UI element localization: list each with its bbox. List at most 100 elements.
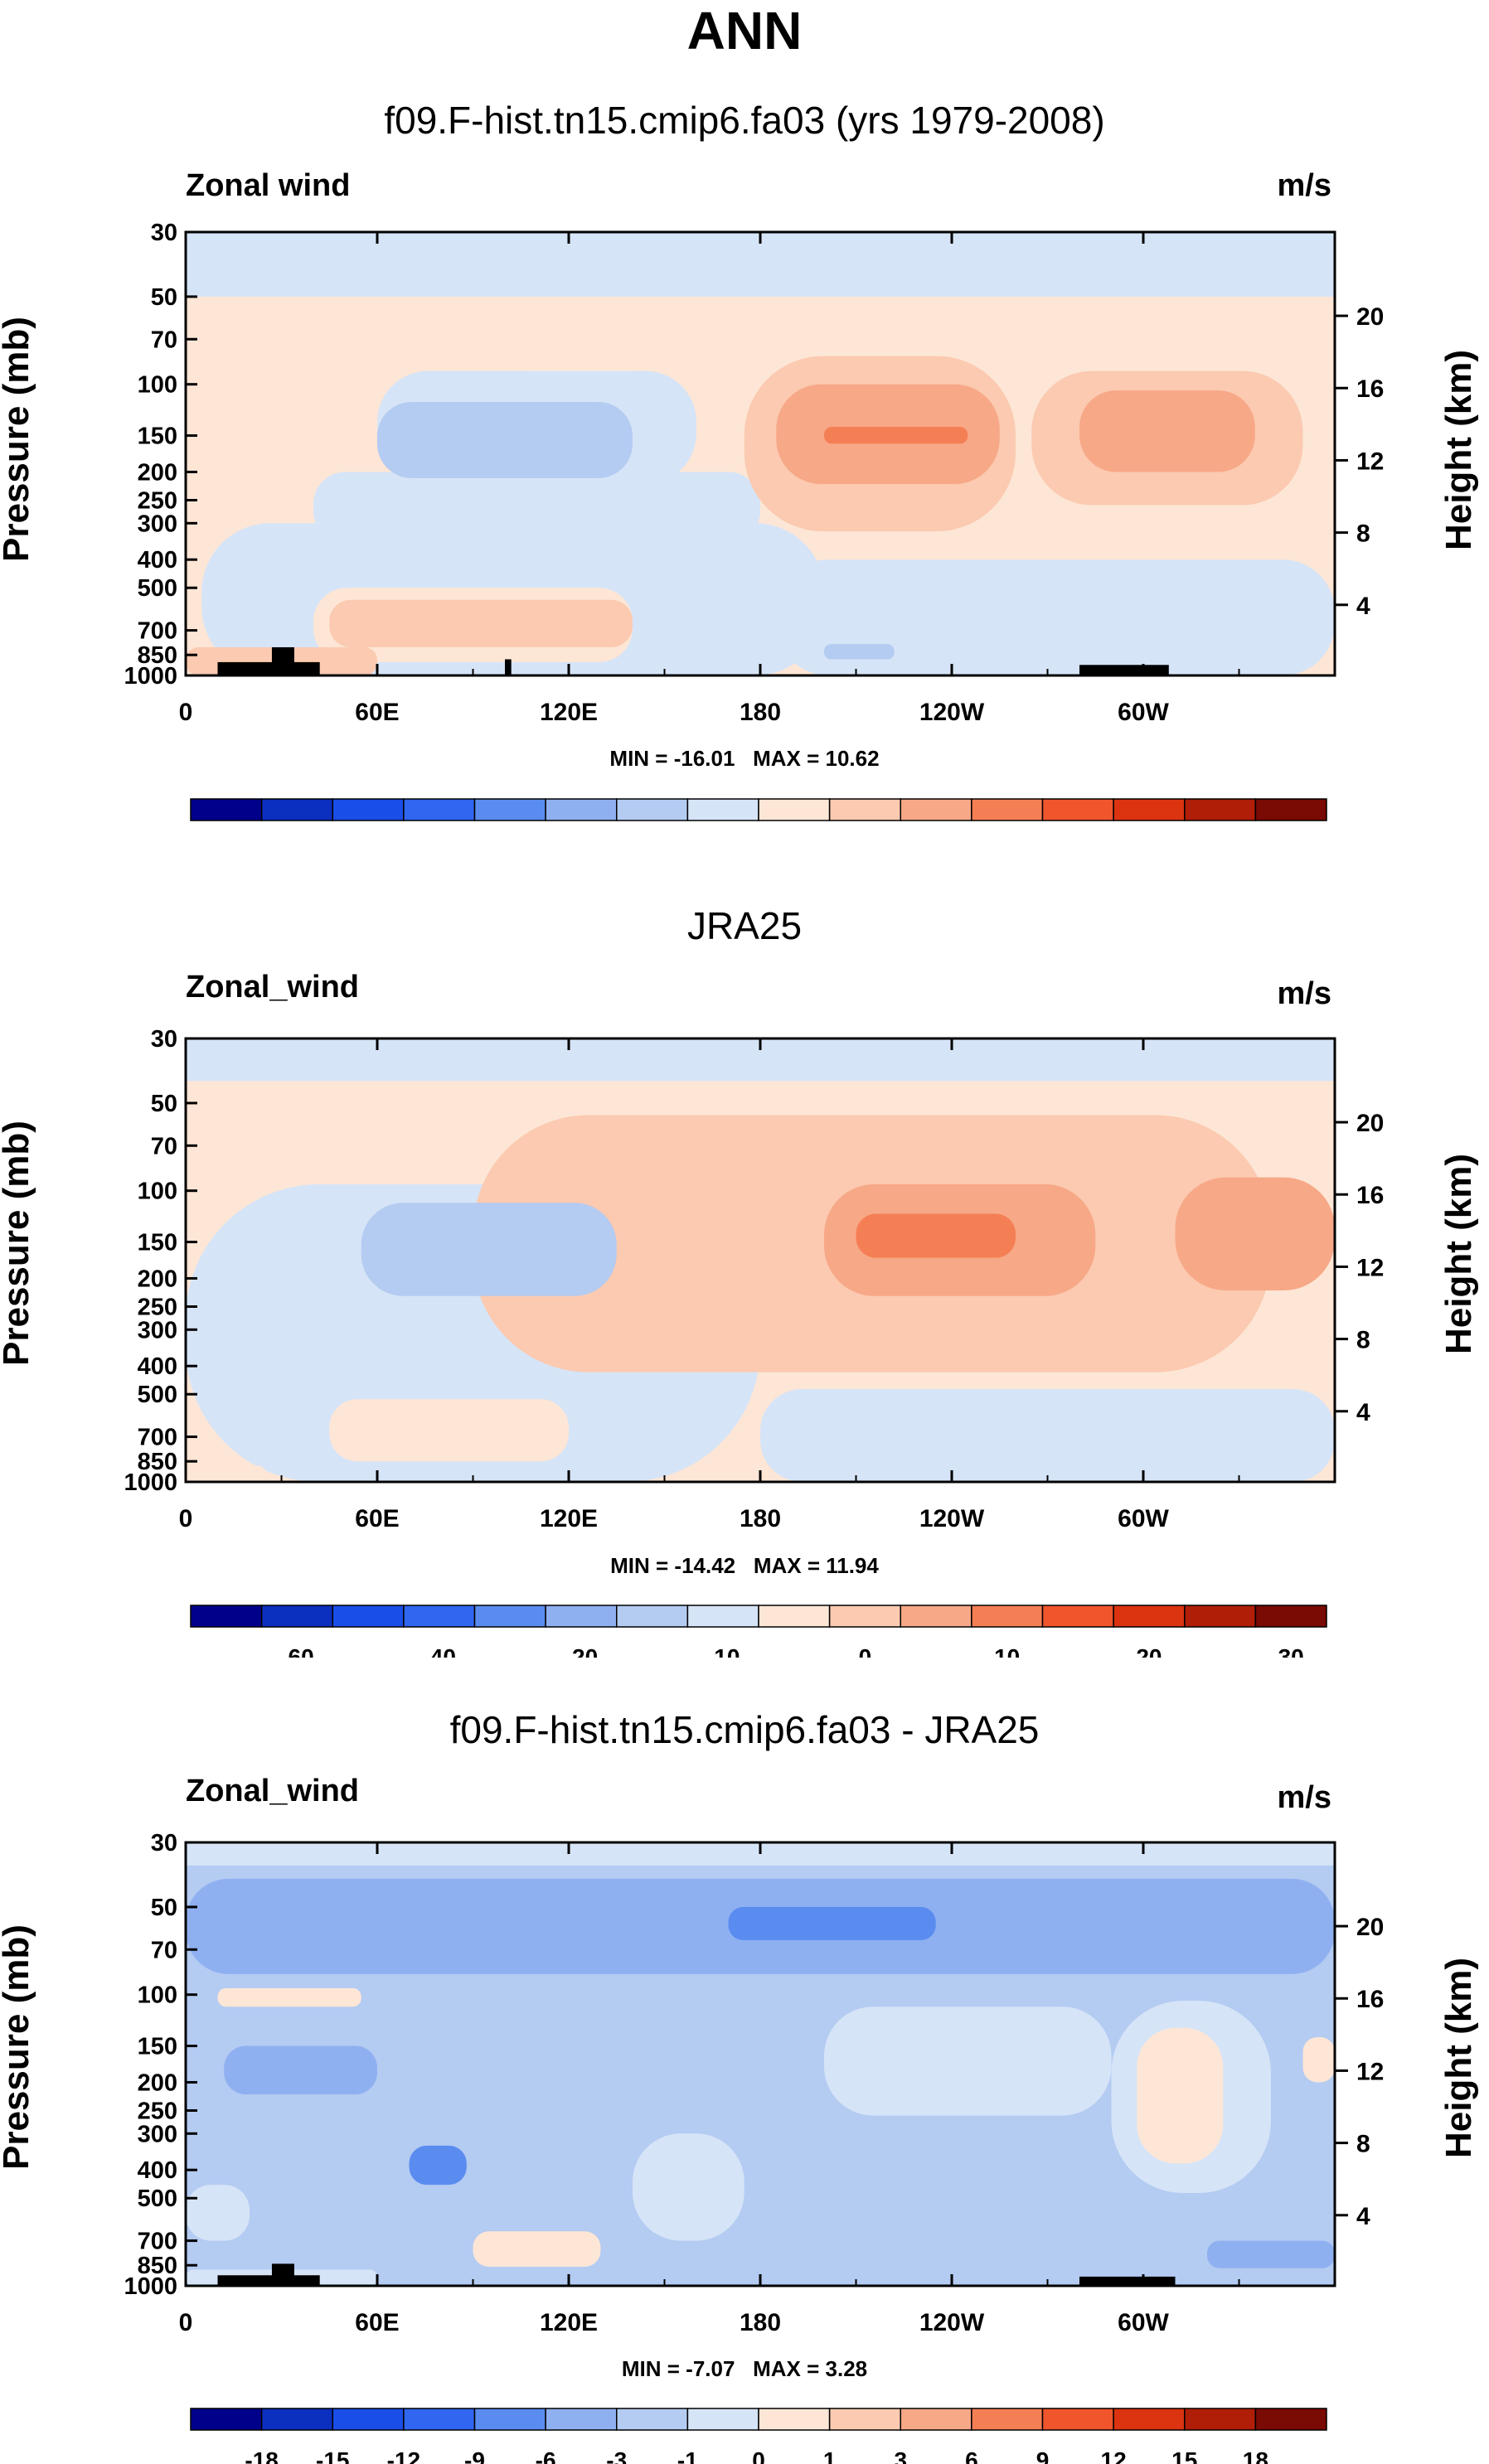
- y-tick-label: 500: [138, 2186, 177, 2212]
- y-tick-label: 1000: [124, 2273, 177, 2300]
- y2-tick-label: 8: [1356, 520, 1370, 548]
- y-tick-label: 400: [138, 547, 177, 574]
- y2-tick-label: 16: [1356, 375, 1384, 403]
- colorbar-label: -1: [677, 2447, 698, 2464]
- contour-region: [824, 644, 895, 660]
- colorbar-swatch: [1184, 2408, 1257, 2431]
- x-tick-label: 120W: [919, 2309, 985, 2336]
- y-tick-label: 850: [138, 2253, 177, 2279]
- colorbar-swatch: [1254, 2408, 1327, 2431]
- colorbar-label: 0: [859, 1644, 872, 1658]
- contour-region: [824, 427, 968, 444]
- contour-region: [1175, 1177, 1335, 1290]
- contour-region: [760, 1389, 1335, 1482]
- min-value: MIN = -16.01: [609, 746, 735, 771]
- colorbar-label: 0: [752, 2447, 765, 2464]
- y2-tick-label: 8: [1356, 2131, 1370, 2158]
- y-tick-label: 50: [151, 1091, 177, 1117]
- terrain-mask: [505, 659, 512, 675]
- y-tick-label: 700: [138, 1425, 177, 1451]
- y-tick-label: 700: [138, 618, 177, 645]
- x-tick-label: 120W: [919, 1505, 985, 1532]
- colorbar-swatch: [758, 2408, 831, 2431]
- y-tick-label: 150: [138, 424, 177, 450]
- y-tick-label: 250: [138, 1294, 177, 1320]
- colorbar-swatch: [616, 798, 689, 821]
- contour-region: [856, 1213, 1016, 1258]
- terrain-mask: [271, 646, 294, 675]
- y-tick-label: 30: [151, 1026, 177, 1053]
- y-tick-label: 850: [138, 1449, 177, 1475]
- y-tick-label: 850: [138, 642, 177, 669]
- colorbar-label: 30: [1278, 1644, 1304, 1658]
- y-tick-label: 400: [138, 1353, 177, 1380]
- colorbar-swatch: [1254, 798, 1327, 821]
- min-max-readout: MIN = -16.01 MAX = 10.62: [0, 746, 1489, 772]
- x-tick-label: 120E: [540, 1505, 598, 1532]
- y2-tick-label: 16: [1356, 1986, 1384, 2013]
- colorbar-swatch: [971, 1605, 1044, 1628]
- min-max-readout: MIN = -14.42 MAX = 11.94: [0, 1553, 1489, 1579]
- y-tick-label: 100: [138, 372, 177, 399]
- colorbar-swatch: [686, 1605, 759, 1628]
- x-tick-label: 180: [740, 1505, 781, 1532]
- colorbar-swatch: [971, 798, 1044, 821]
- contour-region: [224, 2045, 377, 2094]
- y2-tick-label: 16: [1356, 1182, 1384, 1209]
- colorbar-swatch: [828, 798, 901, 821]
- contour-region: [186, 2185, 250, 2241]
- y-tick-label: 300: [138, 1317, 177, 1343]
- y2-tick-label: 4: [1356, 2203, 1370, 2230]
- x-tick-label: 0: [179, 2309, 193, 2336]
- contour-region: [473, 2231, 601, 2267]
- y-tick-label: 150: [138, 2034, 177, 2060]
- min-value: MIN = -14.42: [610, 1553, 736, 1578]
- y-tick-label: 700: [138, 2229, 177, 2255]
- y2-tick-label: 20: [1356, 303, 1384, 331]
- y-tick-label: 500: [138, 575, 177, 602]
- colorbar-swatch: [616, 2408, 689, 2431]
- y-tick-label: 500: [138, 1382, 177, 1408]
- colorbar-swatch: [758, 1605, 831, 1628]
- y-tick-label: 50: [151, 1895, 177, 1921]
- colorbar-label: 9: [1036, 2447, 1050, 2464]
- y2-tick-label: 12: [1356, 2058, 1384, 2085]
- colorbar-swatch: [1113, 798, 1186, 821]
- contour-region: [824, 2007, 1112, 2116]
- contour-region: [1079, 390, 1255, 472]
- y-tick-label: 250: [138, 487, 177, 514]
- y-tick-label: 50: [151, 284, 177, 311]
- colorbar-swatch: [971, 2408, 1044, 2431]
- x-tick-label: 180: [740, 2309, 781, 2336]
- colorbar-swatch: [1113, 2408, 1186, 2431]
- colorbar-swatch: [403, 1605, 476, 1628]
- colorbar-obs: -60 -40 -20 -10 0 10 20 30: [190, 1605, 1327, 1658]
- colorbar-label: 6: [965, 2447, 978, 2464]
- contour-region: [1207, 2240, 1335, 2268]
- y-tick-label: 70: [151, 1133, 177, 1159]
- max-value: MAX = 11.94: [753, 1553, 879, 1578]
- contour-region: [409, 2145, 467, 2186]
- colorbar-label: -3: [606, 2447, 627, 2464]
- contour-region: [776, 559, 1335, 675]
- variable-label: Zonal_wind: [186, 970, 359, 1004]
- contour-region: [217, 1987, 361, 2007]
- units-label: m/s: [1277, 168, 1331, 203]
- colorbar-label: 1: [823, 2447, 837, 2464]
- colorbar-swatch: [686, 798, 759, 821]
- y2-tick-label: 8: [1356, 1327, 1370, 1354]
- colorbar-swatch: [190, 1605, 263, 1628]
- x-tick-label: 60W: [1118, 699, 1169, 726]
- x-tick-label: 180: [740, 699, 781, 726]
- colorbar-swatch: [828, 2408, 901, 2431]
- x-tick-label: 0: [179, 1505, 193, 1532]
- y-tick-label: 30: [151, 220, 177, 246]
- colorbar-swatch: [190, 2408, 263, 2431]
- x-tick-label: 60W: [1118, 1505, 1169, 1532]
- colorbar-swatch: [260, 2408, 333, 2431]
- colorbar-swatch: [332, 2408, 405, 2431]
- contour-region: [1302, 2037, 1335, 2083]
- contour-region: [377, 402, 633, 478]
